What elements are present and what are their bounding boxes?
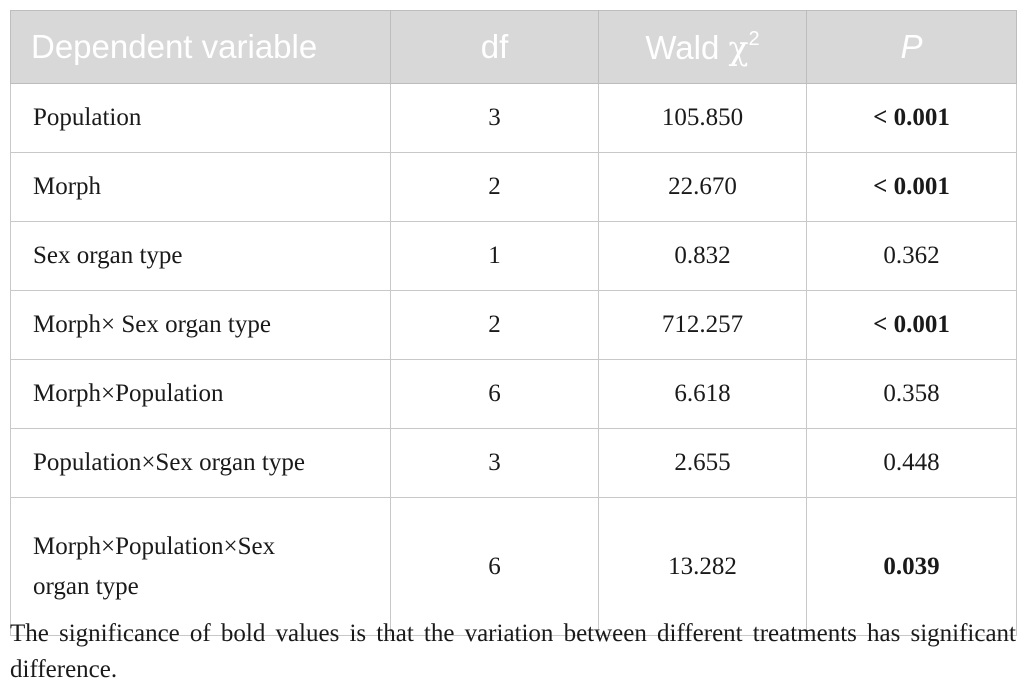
cell-wald: 13.282 <box>598 497 807 636</box>
header-p-label: P <box>900 28 923 65</box>
cell-variable: Population×Sex organ type <box>10 428 391 498</box>
cell-wald: 22.670 <box>598 152 807 222</box>
cell-df: 3 <box>390 428 599 498</box>
cell-wald: 0.832 <box>598 221 807 291</box>
cell-p-prefix: < <box>873 104 894 131</box>
cell-p-value: 0.358 <box>883 380 940 407</box>
cell-df: 1 <box>390 221 599 291</box>
cell-df: 6 <box>390 359 599 429</box>
cell-p-value: 0.362 <box>883 242 940 269</box>
table-header: Dependent variable df Wald χ2 P <box>10 10 1017 84</box>
header-wald-chi-square: Wald χ2 <box>598 10 807 84</box>
cell-df: 2 <box>390 152 599 222</box>
cell-variable: Morph×Population×Sex organ type <box>10 497 391 636</box>
cell-wald: 6.618 <box>598 359 807 429</box>
header-wald-label: Wald <box>645 28 729 66</box>
table-footnote: The significance of bold values is that … <box>10 620 1016 683</box>
cell-df: 6 <box>390 497 599 636</box>
cell-p: < 0.001 <box>806 290 1017 360</box>
cell-wald: 2.655 <box>598 428 807 498</box>
anova-table-container: Dependent variable df Wald χ2 P Populati… <box>10 10 1017 636</box>
header-df: df <box>390 10 599 84</box>
header-chi-symbol: χ <box>728 27 749 67</box>
cell-df: 3 <box>390 83 599 153</box>
table-row: Morph×Population 6 6.618 0.358 <box>10 359 1017 429</box>
header-chi-superscript: 2 <box>748 27 760 50</box>
cell-p: 0.448 <box>806 428 1017 498</box>
header-row: Dependent variable df Wald χ2 P <box>10 10 1017 84</box>
cell-p-prefix: < <box>873 311 894 338</box>
table-row: Morph× Sex organ type 2 712.257 < 0.001 <box>10 290 1017 360</box>
cell-variable: Morph <box>10 152 391 222</box>
table-row: Population 3 105.850 < 0.001 <box>10 83 1017 153</box>
cell-variable-line1: Morph×Population×Sex <box>33 532 276 560</box>
cell-variable: Morph×Population <box>10 359 391 429</box>
table-row: Population×Sex organ type 3 2.655 0.448 <box>10 428 1017 498</box>
cell-variable: Population <box>10 83 391 153</box>
cell-p: 0.358 <box>806 359 1017 429</box>
cell-p: < 0.001 <box>806 152 1017 222</box>
table-row: Morph 2 22.670 < 0.001 <box>10 152 1017 222</box>
header-p: P <box>806 10 1017 84</box>
cell-p: 0.362 <box>806 221 1017 291</box>
cell-variable: Morph× Sex organ type <box>10 290 391 360</box>
table-body: Population 3 105.850 < 0.001 Morph 2 22.… <box>10 83 1017 636</box>
cell-p-value: 0.001 <box>893 104 950 131</box>
wald-chi-square-table: Dependent variable df Wald χ2 P Populati… <box>10 10 1017 636</box>
cell-variable-line2: organ type <box>33 572 139 600</box>
cell-p: < 0.001 <box>806 83 1017 153</box>
table-row: Morph×Population×Sex organ type 6 13.282 … <box>10 497 1017 636</box>
cell-variable: Sex organ type <box>10 221 391 291</box>
cell-df: 2 <box>390 290 599 360</box>
cell-p-value: 0.039 <box>883 552 940 580</box>
cell-p-value: 0.448 <box>883 449 940 476</box>
cell-wald: 105.850 <box>598 83 807 153</box>
cell-p-prefix: < <box>873 173 894 200</box>
cell-p: 0.039 <box>806 497 1017 636</box>
cell-p-value: 0.001 <box>893 311 950 338</box>
header-dependent-variable: Dependent variable <box>10 10 391 84</box>
table-row: Sex organ type 1 0.832 0.362 <box>10 221 1017 291</box>
cell-p-value: 0.001 <box>893 173 950 200</box>
cell-wald: 712.257 <box>598 290 807 360</box>
